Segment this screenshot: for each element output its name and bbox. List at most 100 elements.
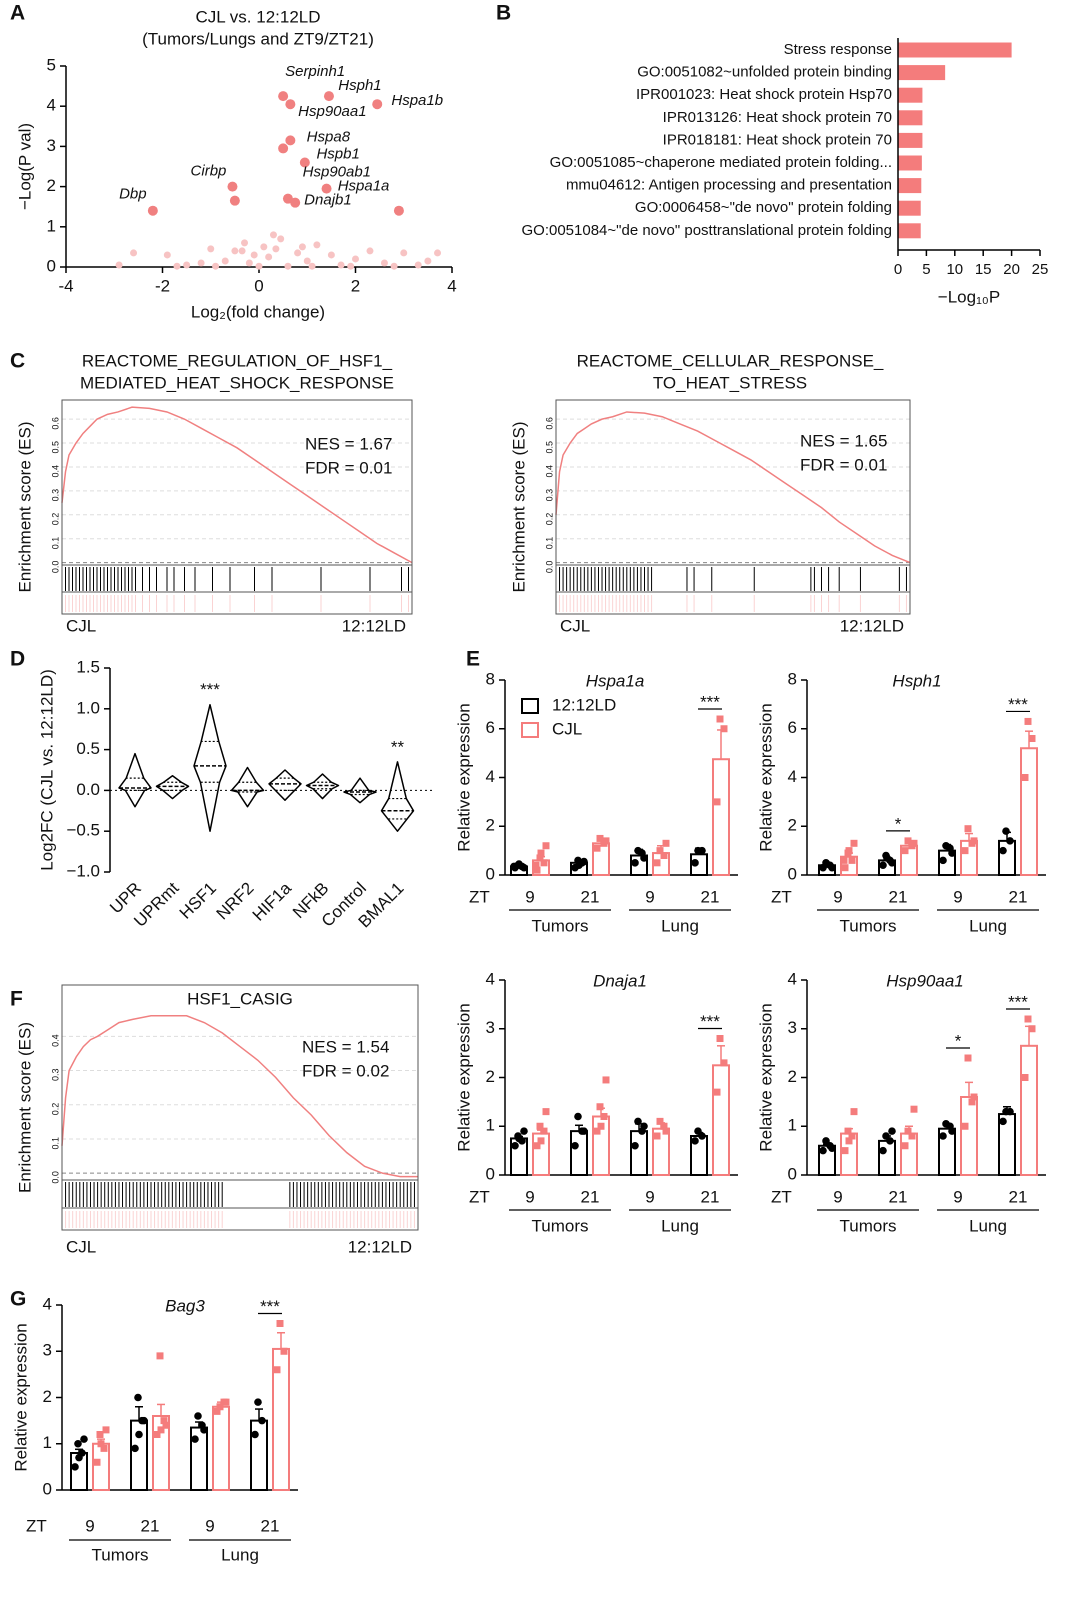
x-axis-label: Log₂(fold change) xyxy=(191,302,325,321)
significance: ** xyxy=(391,737,405,756)
dot xyxy=(964,825,972,833)
dot xyxy=(999,846,1007,855)
y-tick-label: 1.0 xyxy=(76,698,100,717)
violin xyxy=(343,777,377,804)
gene-label: Serpinh1 xyxy=(285,63,345,80)
y-tick-label: 6 xyxy=(788,718,797,737)
x-tick-label: 25 xyxy=(1032,261,1049,278)
category-label: IPR013126: Heat shock protein 70 xyxy=(663,109,892,126)
x-tick-label: 10 xyxy=(946,261,963,278)
y-tick-label: 3 xyxy=(47,136,56,155)
x-prefix: ZT xyxy=(771,887,792,906)
es-curve xyxy=(555,411,911,564)
panel-label: A xyxy=(10,2,25,25)
x-prefix: ZT xyxy=(469,1187,490,1206)
dot xyxy=(656,1117,664,1125)
legend-swatch xyxy=(521,698,539,714)
annotation: FDR = 0.01 xyxy=(800,455,887,474)
gene-label: Cirbp xyxy=(191,163,227,180)
point xyxy=(284,262,292,270)
dot xyxy=(888,859,896,867)
point xyxy=(285,99,296,110)
dot xyxy=(574,1112,582,1121)
significance: *** xyxy=(1008,992,1028,1011)
dot xyxy=(901,847,909,855)
point xyxy=(372,99,383,110)
dot xyxy=(93,1458,101,1466)
x-tick-label: 21 xyxy=(581,887,600,906)
x-tick-label: 4 xyxy=(447,276,456,295)
dot xyxy=(134,1393,142,1402)
bar xyxy=(898,200,921,216)
violin xyxy=(268,769,302,801)
group-label: Tumors xyxy=(532,916,589,935)
dot xyxy=(100,1444,108,1452)
bar xyxy=(898,223,921,239)
dot xyxy=(942,1120,950,1128)
y-tick-label: 0.4 xyxy=(50,465,60,478)
point xyxy=(323,91,334,102)
point xyxy=(366,247,374,255)
x-tick-label: 9 xyxy=(833,1187,842,1206)
x-prefix: ZT xyxy=(469,887,490,906)
dot xyxy=(131,1444,139,1453)
dot xyxy=(691,859,699,867)
bar xyxy=(898,178,922,194)
dot xyxy=(970,1093,978,1101)
point xyxy=(245,259,253,267)
dot xyxy=(660,852,668,859)
y-tick-label: 0.4 xyxy=(544,465,554,478)
dot xyxy=(162,1421,170,1429)
y-tick-label: 1 xyxy=(788,1116,797,1135)
point xyxy=(294,249,302,257)
dot xyxy=(596,834,604,842)
dot xyxy=(720,1059,728,1067)
bar xyxy=(712,758,730,876)
dot xyxy=(822,1137,830,1145)
dot xyxy=(1021,1074,1029,1081)
dot xyxy=(153,1431,161,1438)
x-tick-label: 21 xyxy=(1009,1187,1028,1206)
point xyxy=(414,261,422,269)
annotation: NES = 1.54 xyxy=(302,1037,389,1056)
dot xyxy=(536,854,544,862)
gene-label: Hsph1 xyxy=(338,77,381,94)
right-label: 12:12LD xyxy=(348,1237,412,1256)
y-tick-label: 4 xyxy=(43,1294,52,1313)
dot xyxy=(542,842,550,850)
dot xyxy=(602,837,610,845)
dot xyxy=(640,1122,648,1131)
y-tick-label: 4 xyxy=(486,767,495,786)
y-tick-label: 0.4 xyxy=(50,1034,60,1047)
dot xyxy=(1006,837,1014,845)
chart-title: Dnaja1 xyxy=(593,971,647,990)
right-label: 12:12LD xyxy=(342,616,406,635)
point xyxy=(347,262,355,270)
dot xyxy=(939,856,947,865)
x-tick-label: 9 xyxy=(205,1516,214,1535)
x-tick-label: 21 xyxy=(141,1516,160,1535)
point xyxy=(327,251,335,259)
x-tick-label: 0 xyxy=(894,261,902,278)
y-tick-label: 1 xyxy=(43,1433,52,1452)
panel-label: F xyxy=(10,988,23,1011)
dot xyxy=(716,715,724,723)
y-axis-label: Enrichment score (ES) xyxy=(509,422,528,593)
dot xyxy=(691,1137,699,1145)
dot xyxy=(968,1098,976,1106)
point xyxy=(163,251,171,259)
dot xyxy=(631,859,639,867)
category-label: IPR018181: Heat shock protein 70 xyxy=(663,131,892,148)
dot xyxy=(140,1416,148,1425)
group-label: Tumors xyxy=(92,1545,149,1564)
point xyxy=(277,235,285,243)
significance: *** xyxy=(260,1297,280,1316)
y-tick-label: 0.2 xyxy=(50,1103,60,1116)
panel-label: C xyxy=(10,350,25,373)
dot xyxy=(939,1132,947,1140)
dot xyxy=(1024,717,1032,725)
chart-title: Hsph1 xyxy=(892,671,941,690)
category-label: HIF1a xyxy=(249,878,296,925)
dot xyxy=(844,1127,852,1135)
